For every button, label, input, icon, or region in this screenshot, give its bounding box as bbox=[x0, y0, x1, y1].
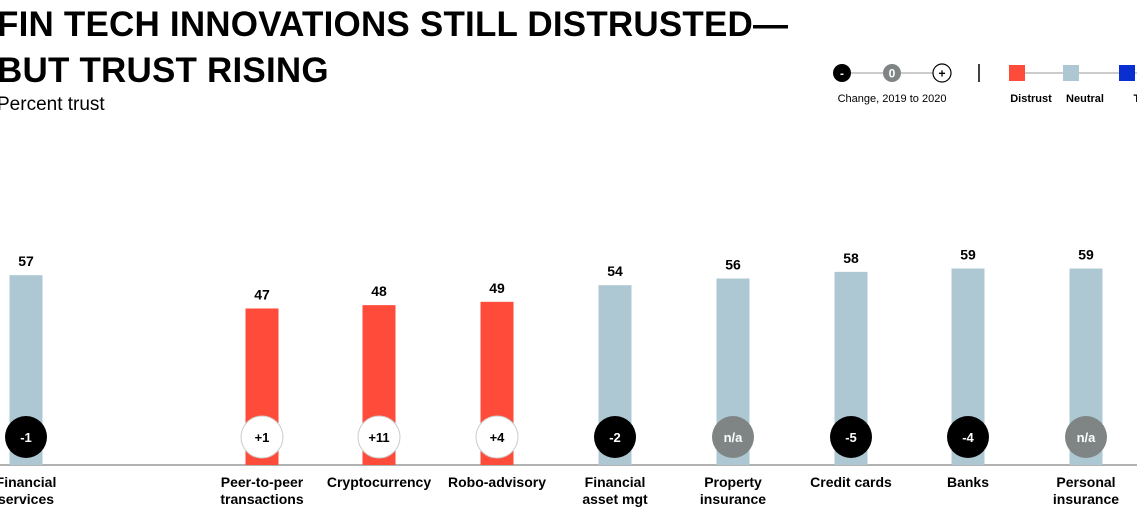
category-label: Property bbox=[704, 474, 762, 490]
legend-label: Trust bbox=[1134, 93, 1137, 105]
category-label: services bbox=[0, 491, 54, 507]
value-label: 47 bbox=[254, 286, 270, 302]
change-label: n/a bbox=[724, 430, 744, 445]
chart-subtitle: Percent trust bbox=[0, 94, 105, 115]
category-label: insurance bbox=[1053, 491, 1119, 507]
category-label: insurance bbox=[700, 491, 766, 507]
legend-change-marker bbox=[883, 64, 901, 82]
category-label: Financial bbox=[0, 474, 56, 490]
category-label: Personal bbox=[1056, 474, 1115, 490]
legend-swatch bbox=[1063, 65, 1079, 81]
change-label: n/a bbox=[1077, 430, 1097, 445]
legend-change-marker bbox=[833, 64, 851, 82]
change-marker bbox=[947, 416, 989, 458]
change-marker bbox=[1065, 416, 1107, 458]
change-marker bbox=[5, 416, 47, 458]
category-label: Peer-to-peer bbox=[221, 474, 304, 490]
category-label: Credit cards bbox=[810, 474, 892, 490]
change-marker bbox=[357, 415, 401, 459]
legend-change-symbol: 0 bbox=[889, 67, 896, 81]
change-label: +1 bbox=[255, 430, 270, 445]
change-marker bbox=[240, 415, 284, 459]
category-label: Cryptocurrency bbox=[327, 474, 431, 490]
value-label: 54 bbox=[607, 263, 623, 279]
change-label: -5 bbox=[845, 430, 857, 445]
legend-change-symbol: + bbox=[938, 67, 945, 81]
value-label: 49 bbox=[489, 280, 505, 296]
change-marker bbox=[594, 416, 636, 458]
category-label: asset mgt bbox=[582, 491, 648, 507]
change-marker bbox=[475, 415, 519, 459]
change-label: +11 bbox=[368, 430, 389, 445]
category-label: Robo-advisory bbox=[448, 474, 546, 490]
legend-label: Distrust bbox=[1010, 93, 1052, 105]
value-label: 59 bbox=[1078, 247, 1094, 263]
value-label: 48 bbox=[371, 283, 387, 299]
category-label: transactions bbox=[220, 491, 303, 507]
change-label: -1 bbox=[20, 430, 32, 445]
legend-change-label: Change, 2019 to 2020 bbox=[838, 93, 947, 105]
change-marker bbox=[830, 416, 872, 458]
value-label: 58 bbox=[843, 250, 859, 266]
change-label: +4 bbox=[490, 430, 506, 445]
value-label: 57 bbox=[18, 253, 34, 269]
category-label: Financial bbox=[585, 474, 646, 490]
legend-label: Neutral bbox=[1066, 93, 1104, 105]
change-label: -4 bbox=[962, 430, 974, 445]
value-label: 59 bbox=[960, 247, 976, 263]
value-label: 56 bbox=[725, 257, 741, 273]
legend-change-symbol: - bbox=[840, 67, 844, 81]
change-label: -2 bbox=[609, 430, 621, 445]
legend-swatch bbox=[1009, 65, 1025, 81]
legend-change-marker bbox=[932, 63, 952, 83]
chart-title: FIN TECH INNOVATIONS STILL DISTRUSTED— B… bbox=[0, 2, 897, 94]
change-marker bbox=[712, 416, 754, 458]
category-label: Banks bbox=[947, 474, 989, 490]
title-line-1: FIN TECH INNOVATIONS STILL DISTRUSTED— bbox=[0, 5, 789, 44]
legend-swatch bbox=[1119, 65, 1135, 81]
title-line-2: BUT TRUST RISING bbox=[0, 51, 329, 90]
